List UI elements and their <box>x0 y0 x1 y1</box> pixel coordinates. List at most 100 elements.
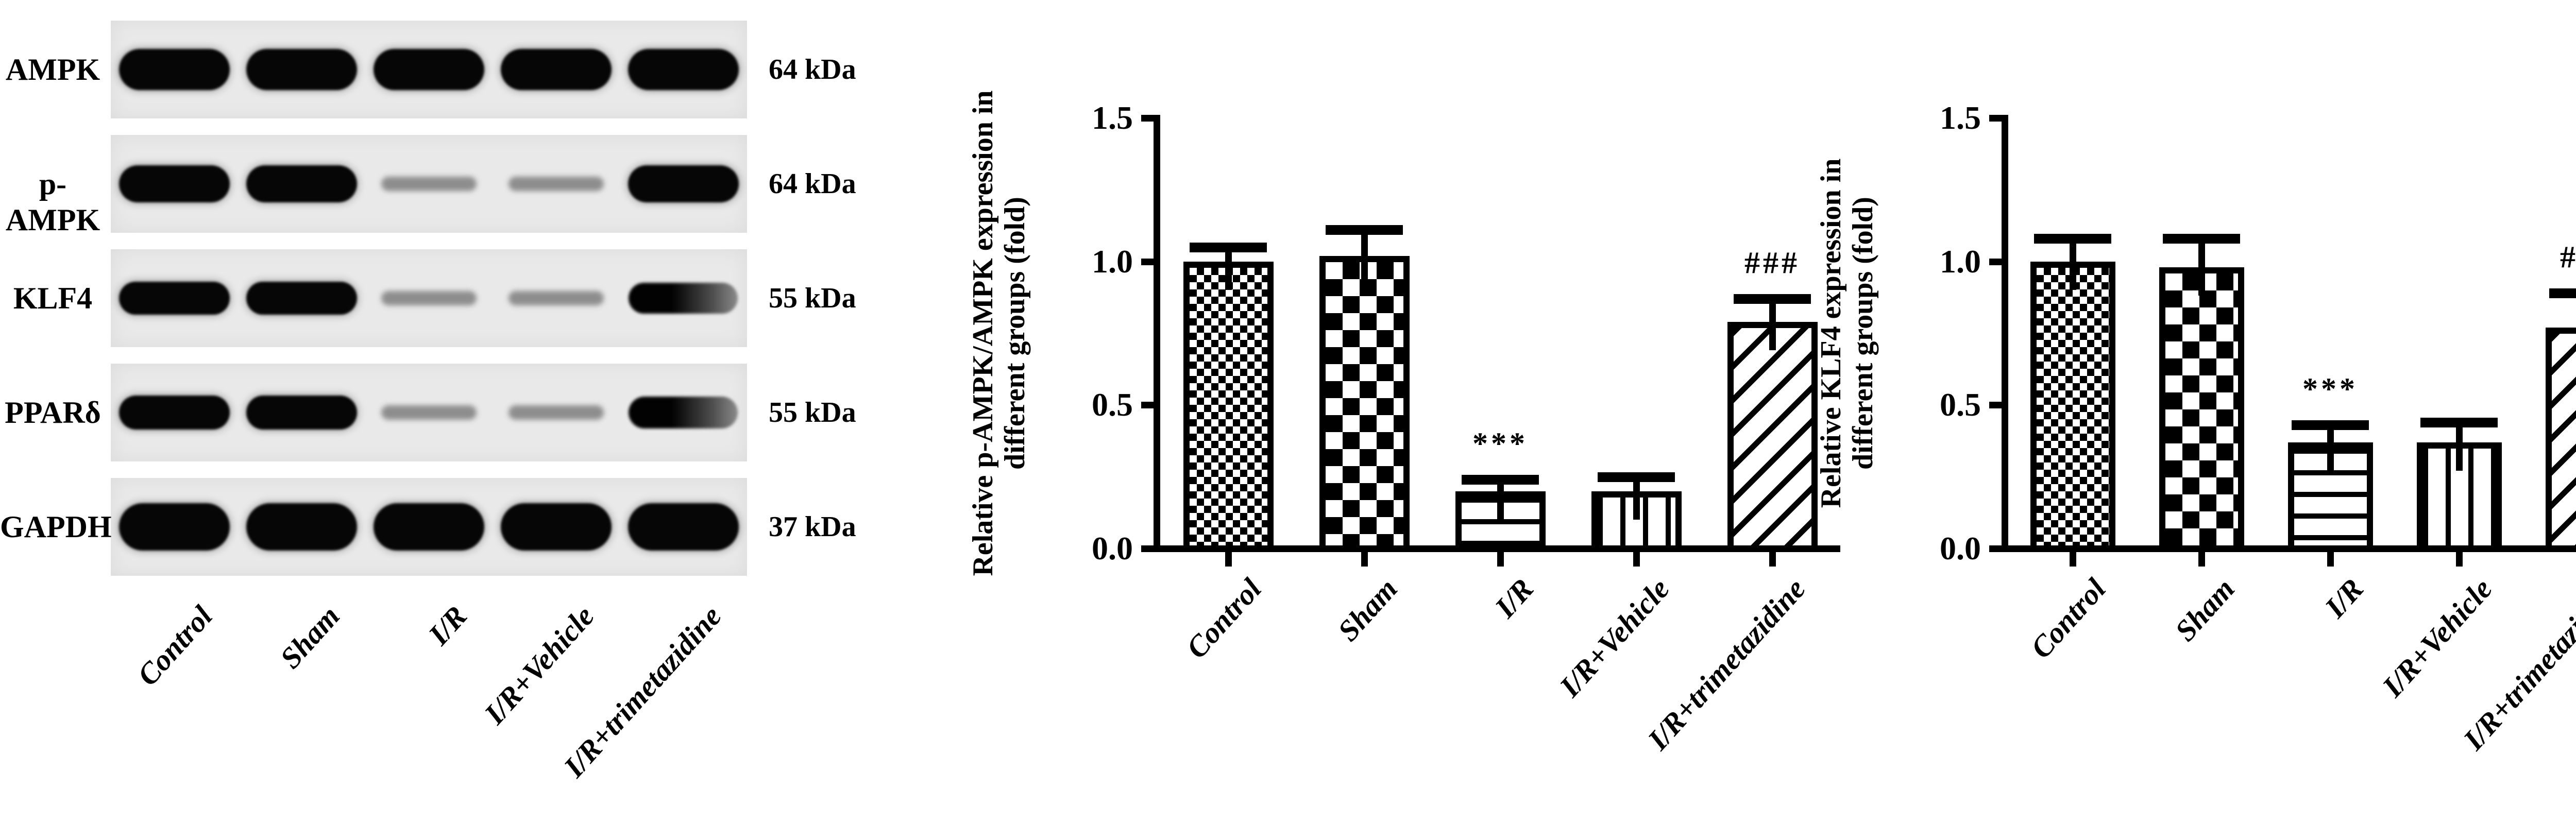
bar-Sham <box>1319 256 1410 552</box>
y-axis-line <box>2002 115 2008 552</box>
blot-band-p-AMPK-lane2 <box>246 165 357 202</box>
error-bar-stem <box>1497 479 1504 520</box>
bar-I/R+trimetazidine <box>1727 322 1818 552</box>
blot-band-GAPDH-lane3 <box>374 503 484 551</box>
bar-I/R+trimetazidine <box>2545 328 2576 552</box>
x-tick-mark <box>1769 552 1776 567</box>
blot-band-AMPK-lane2 <box>246 49 357 90</box>
blot-band-p-AMPK-lane3 <box>381 177 477 191</box>
blot-band-AMPK-lane5 <box>628 49 739 90</box>
error-bar-stem <box>2198 238 2205 296</box>
error-bar-cap <box>1462 475 1539 485</box>
molecular-weight-label: 64 kDa <box>769 54 856 85</box>
blot-band-p-AMPK-lane1 <box>119 165 230 202</box>
y-tick-mark <box>1989 115 2002 122</box>
y-tick-label: 0.5 <box>1940 386 1981 423</box>
protein-label: p-AMPK <box>5 167 100 237</box>
y-tick-label: 1.5 <box>1092 99 1133 136</box>
blot-band-PPARδ-lane1 <box>119 396 230 430</box>
y-tick-label: 1.0 <box>1940 243 1981 280</box>
blot-band-AMPK-lane3 <box>374 49 484 90</box>
y-tick-label: 0.5 <box>1092 386 1133 423</box>
protein-label: GAPDH <box>0 510 112 544</box>
error-bar-cap <box>2034 234 2111 244</box>
error-bar-stem <box>2456 422 2463 471</box>
y-tick-label: 0.0 <box>1092 530 1133 567</box>
molecular-weight-label: 55 kDa <box>769 282 856 314</box>
y-axis-title-line: different groups (fold) <box>1847 197 1879 470</box>
blot-band-p-AMPK-lane5 <box>628 165 739 202</box>
x-tick-mark <box>1225 552 1232 567</box>
x-tick-mark <box>2198 552 2205 567</box>
error-bar-stem <box>1633 477 1640 520</box>
x-tick-mark <box>2070 552 2076 567</box>
error-bar-cap <box>2292 420 2369 430</box>
blot-band-p-AMPK-lane4 <box>509 177 604 191</box>
y-axis-title: Relative KLF4 expression in different gro… <box>1815 159 1879 508</box>
error-bar-cap <box>2549 288 2576 298</box>
y-axis-line <box>1154 115 1160 552</box>
y-tick-label: 0.0 <box>1940 530 1981 567</box>
protein-label: KLF4 <box>13 281 93 315</box>
blot-band-PPARδ-lane3 <box>381 405 477 420</box>
y-tick-mark <box>1141 259 1154 265</box>
x-tick-mark <box>2327 552 2334 567</box>
y-tick-mark <box>1141 402 1154 408</box>
molecular-weight-label: 64 kDa <box>769 168 856 200</box>
error-bar-cap <box>2163 234 2240 244</box>
bar-Control <box>1183 262 1274 552</box>
significance-annotation: ### <box>2511 235 2576 279</box>
bar-Control <box>2030 262 2115 552</box>
significance-annotation: *** <box>2302 372 2358 406</box>
x-tick-mark <box>1497 552 1504 567</box>
x-tick-mark <box>2456 552 2463 567</box>
blot-band-KLF4-lane3 <box>381 291 477 305</box>
blot-band-AMPK-lane1 <box>119 49 230 90</box>
significance-annotation: ### <box>1744 246 1800 280</box>
blot-band-KLF4-lane1 <box>119 282 230 315</box>
y-tick-mark <box>1989 402 2002 408</box>
y-tick-mark <box>1141 545 1154 552</box>
protein-label: AMPK <box>5 53 100 87</box>
blot-band-GAPDH-lane1 <box>119 503 230 551</box>
error-bar-stem <box>2070 238 2076 290</box>
blot-band-GAPDH-lane2 <box>246 503 357 551</box>
blot-band-PPARδ-lane4 <box>509 405 604 420</box>
error-bar-cap <box>2420 418 2498 427</box>
blot-band-PPARδ-lane2 <box>246 396 357 430</box>
y-tick-label: 1.5 <box>1940 99 1981 136</box>
blot-band-GAPDH-lane5 <box>628 503 739 551</box>
error-bar-cap <box>1326 225 1403 235</box>
molecular-weight-label: 55 kDa <box>769 397 856 428</box>
molecular-weight-label: 37 kDa <box>769 511 856 543</box>
blot-band-KLF4-lane5 <box>629 283 738 314</box>
y-axis-title-line: Relative p-AMPK/AMPK expression in <box>967 90 999 576</box>
x-category-label: Control <box>2024 572 2112 665</box>
y-axis-title: Relative p-AMPK/AMPK expression in differ… <box>967 90 1031 576</box>
x-tick-mark <box>1361 552 1368 567</box>
bar-Sham <box>2159 267 2244 552</box>
error-bar-stem <box>1225 247 1232 290</box>
error-bar-stem <box>2327 425 2334 471</box>
blot-band-GAPDH-lane4 <box>501 503 612 551</box>
error-bar-cap <box>1598 472 1675 482</box>
y-axis-title-line: Relative KLF4 expression in <box>1815 158 1847 508</box>
blot-band-PPARδ-lane5 <box>629 397 738 428</box>
blot-band-AMPK-lane4 <box>501 49 612 90</box>
y-tick-label: 1.0 <box>1092 243 1133 280</box>
y-tick-mark <box>1141 115 1154 122</box>
blot-band-KLF4-lane4 <box>509 291 604 305</box>
bar-I/R+Vehicle <box>2416 442 2502 552</box>
y-tick-mark <box>1989 259 2002 265</box>
error-bar-cap <box>1190 243 1267 252</box>
y-tick-mark <box>1989 545 2002 552</box>
error-bar-stem <box>1361 230 1368 284</box>
protein-label: PPARδ <box>5 396 101 430</box>
x-tick-mark <box>1633 552 1640 567</box>
y-axis-title-line: different groups (fold) <box>999 197 1031 470</box>
significance-annotation: *** <box>1472 426 1528 460</box>
error-bar-stem <box>1769 299 1776 350</box>
x-category-label: I/R+trimetazidine <box>1641 572 1812 757</box>
error-bar-cap <box>1734 294 1811 304</box>
